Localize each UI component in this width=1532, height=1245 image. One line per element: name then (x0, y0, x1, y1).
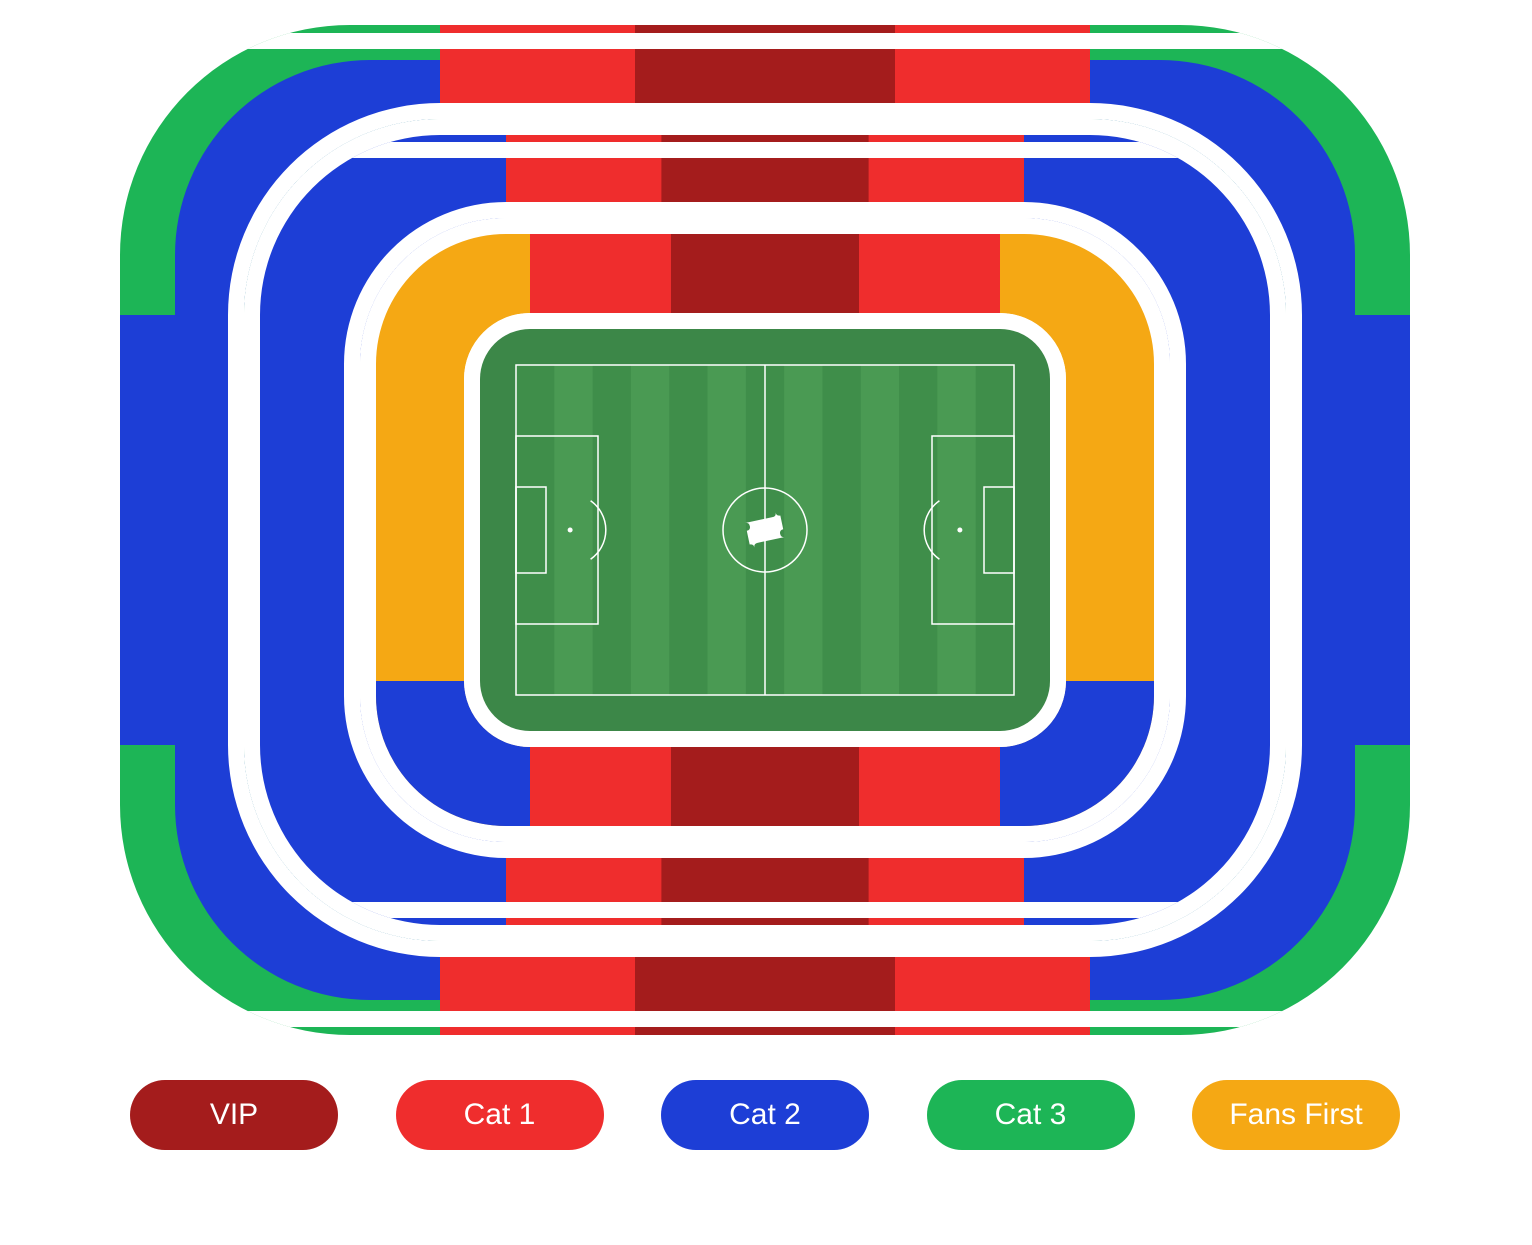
page: VIP Cat 1 Cat 2 Cat 3 Fans First (0, 0, 1532, 1245)
legend-pill-fansfirst[interactable]: Fans First (1192, 1080, 1400, 1150)
stadium-map (120, 25, 1410, 1035)
stadium-svg (120, 25, 1410, 1035)
legend-label: Cat 3 (995, 1098, 1067, 1132)
legend-pill-cat2[interactable]: Cat 2 (661, 1080, 869, 1150)
legend-label: VIP (210, 1098, 258, 1132)
legend-pill-cat3[interactable]: Cat 3 (927, 1080, 1135, 1150)
legend-pill-cat1[interactable]: Cat 1 (396, 1080, 604, 1150)
legend-label: Cat 1 (464, 1098, 536, 1132)
legend-label: Fans First (1229, 1098, 1362, 1132)
legend-label: Cat 2 (729, 1098, 801, 1132)
legend-pill-vip[interactable]: VIP (130, 1080, 338, 1150)
legend: VIP Cat 1 Cat 2 Cat 3 Fans First (130, 1075, 1400, 1155)
